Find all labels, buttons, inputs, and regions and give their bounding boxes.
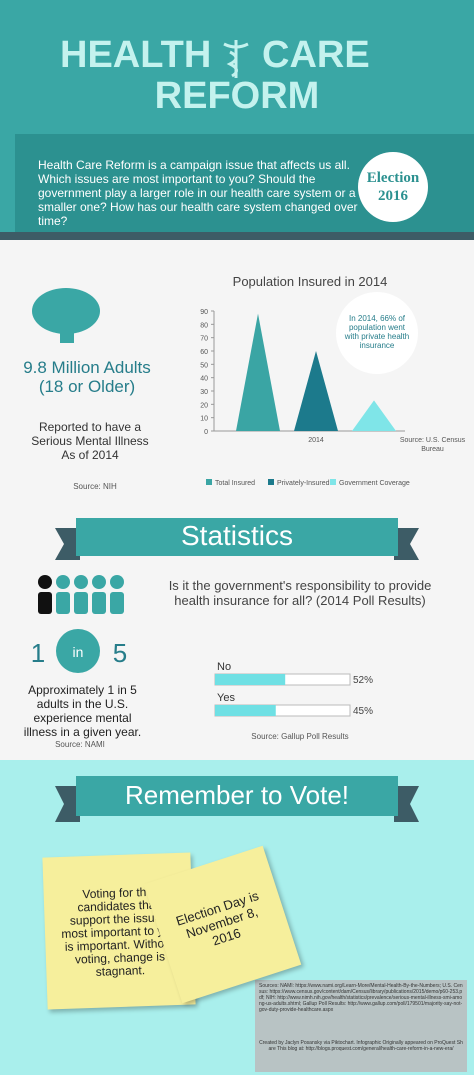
triangle xyxy=(236,313,280,431)
divider xyxy=(0,232,474,240)
y-tick-label: 50 xyxy=(200,362,208,369)
y-tick-label: 60 xyxy=(200,349,208,356)
bar xyxy=(215,705,276,716)
value-label: 52% xyxy=(353,675,373,686)
legend-label: Privately-Insured xyxy=(277,480,330,487)
title-word: CARE xyxy=(262,34,370,76)
intro-text: Health Care Reform is a campaign issue t… xyxy=(38,158,358,228)
sources-text: Sources: NAMI: https://www.nami.org/Lear… xyxy=(259,983,463,1013)
chart-title: Population Insured in 2014 xyxy=(233,274,388,289)
legend-label: Government Coverage xyxy=(339,480,410,487)
x-tick-label: 2014 xyxy=(308,437,324,444)
legend-swatch xyxy=(268,479,274,485)
legend-label: Total Insured xyxy=(215,480,255,487)
chart-source: Source: U.S. Census Bureau xyxy=(399,437,466,453)
vote-ribbon xyxy=(55,776,419,822)
statistics-source: Source: NAMI xyxy=(55,740,105,749)
ratio-text: 5 xyxy=(112,638,128,668)
statistics-ribbon xyxy=(55,518,419,560)
legend-swatch xyxy=(330,479,336,485)
title-word: REFORM xyxy=(154,75,320,117)
vote-title: Remember to Vote! xyxy=(125,780,349,810)
y-tick-label: 40 xyxy=(200,376,208,383)
annotation: In 2014, 66% of population went with pri… xyxy=(344,314,410,350)
triangle xyxy=(352,400,396,431)
mental-headline: 9.8 Million Adults (18 or Older) xyxy=(23,358,151,396)
ratio-text: 1 xyxy=(30,638,46,668)
legend-swatch xyxy=(206,479,212,485)
credit-text: Created by Jaclyn Posansky via Piktochar… xyxy=(259,1040,463,1052)
chart-source: Source: Gallup Poll Results xyxy=(251,732,349,741)
annotation-bubble xyxy=(336,292,418,374)
category-label: Yes xyxy=(217,692,235,704)
y-tick-label: 90 xyxy=(200,309,208,316)
title-word: HEALTH xyxy=(60,34,212,76)
y-tick-label: 0 xyxy=(204,429,208,436)
mental-source: Source: NIH xyxy=(73,482,117,491)
sources-box xyxy=(255,980,467,1072)
badge-text: Election xyxy=(366,170,420,186)
value-label: 45% xyxy=(353,706,373,717)
people-icons xyxy=(38,575,124,614)
triangle xyxy=(294,351,338,431)
y-tick-label: 10 xyxy=(200,416,208,423)
y-tick-label: 30 xyxy=(200,389,208,396)
statistics-text: Approximately 1 in 5 adults in the U.S. … xyxy=(23,683,142,739)
brain-icon xyxy=(32,288,100,334)
badge-circle xyxy=(358,152,428,222)
bar xyxy=(215,674,286,685)
category-label: No xyxy=(217,661,231,673)
brain-stem xyxy=(60,325,74,343)
y-tick-label: 70 xyxy=(200,336,208,343)
ratio-text: in xyxy=(72,644,84,660)
chart-title: Is it the government's responsibility to… xyxy=(168,578,432,608)
y-tick-label: 20 xyxy=(200,402,208,409)
caduceus-icon xyxy=(223,40,249,78)
note-text: Election Day is November 8, 2016 xyxy=(174,887,261,949)
y-tick-label: 80 xyxy=(200,322,208,329)
badge-text: 2016 xyxy=(378,188,408,204)
statistics-title: Statistics xyxy=(180,520,294,551)
ratio-circle xyxy=(56,629,100,673)
mental-text: Reported to have a Serious Mental Illnes… xyxy=(31,420,149,462)
